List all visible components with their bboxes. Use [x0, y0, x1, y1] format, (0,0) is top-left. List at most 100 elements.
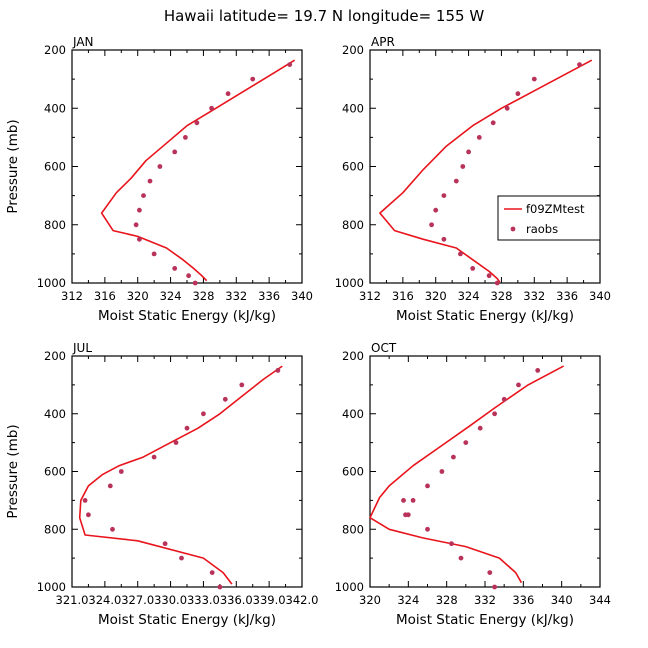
data-point — [458, 251, 463, 257]
plot-frame — [71, 49, 303, 284]
x-tick-label: 324 — [397, 593, 419, 607]
data-point — [275, 368, 281, 373]
x-tick-label: 328 — [192, 289, 214, 303]
x-tick-label: 336.0 — [220, 593, 253, 607]
x-tick-label: 316 — [94, 289, 116, 303]
data-point — [492, 584, 497, 590]
data-point — [151, 454, 157, 460]
data-point — [492, 411, 497, 417]
x-tick-label: 330.0 — [154, 593, 187, 607]
data-point — [429, 222, 434, 228]
data-point — [470, 266, 476, 271]
data-point — [439, 469, 445, 474]
data-point — [287, 62, 293, 67]
data-point — [222, 396, 228, 402]
data-point — [410, 498, 416, 503]
x-tick-label: 332 — [225, 289, 247, 303]
data-point — [451, 454, 456, 460]
panel-apr: APR 312 316 320 324 328 332 336 340 200 400 600 800 1… — [335, 35, 611, 324]
data-point — [441, 193, 447, 199]
x-tick-label: 327.0 — [121, 593, 154, 607]
x-axis-label: Moist Static Energy (kJ/kg) — [396, 308, 574, 324]
y-tick-label: 1000 — [335, 276, 364, 290]
y-tick-label: 600 — [44, 160, 66, 174]
data-point — [476, 135, 482, 140]
x-tick-label: 340 — [551, 593, 573, 607]
y-tick-label: 800 — [342, 218, 364, 232]
data-point — [151, 251, 157, 257]
y-axis-label: Pressure (mb) — [5, 119, 21, 213]
data-point — [201, 411, 206, 417]
data-point — [184, 425, 190, 431]
data-point — [110, 526, 115, 532]
x-tick-label: 320 — [425, 289, 447, 303]
y-tick-label: 1000 — [37, 276, 66, 290]
data-point — [183, 135, 188, 140]
x-tick-label: 328 — [436, 593, 458, 607]
x-tick-label: 328 — [490, 289, 512, 303]
data-point — [577, 62, 582, 67]
legend-box — [497, 195, 601, 241]
y-tick-label: 800 — [44, 218, 66, 232]
panel-title: APR — [371, 35, 395, 49]
x-tick-label: 320 — [359, 593, 381, 607]
series-line-f09zmtest — [100, 59, 296, 282]
data-point — [504, 105, 510, 111]
data-point — [490, 120, 496, 126]
data-point — [209, 570, 215, 575]
x-tick-label: 312 — [359, 289, 381, 303]
x-axis-label: Moist Static Energy (kJ/kg) — [396, 612, 574, 628]
x-tick-label: 342.0 — [286, 593, 319, 607]
data-point — [433, 207, 439, 213]
legend-label: f09ZMtest — [526, 202, 585, 216]
data-point — [172, 149, 178, 155]
x-tick-label: 344 — [589, 593, 611, 607]
data-point — [141, 193, 146, 199]
y-tick-label: 200 — [44, 43, 66, 57]
data-point — [107, 483, 113, 489]
data-point — [401, 498, 406, 503]
data-point — [516, 382, 521, 388]
x-tick-label: 324 — [458, 289, 480, 303]
y-tick-label: 200 — [44, 349, 66, 363]
data-point — [425, 483, 430, 489]
y-tick-label: 400 — [342, 407, 364, 421]
y-tick-label: 600 — [342, 465, 364, 479]
panel-oct: OCT 320 324 328 332 336 340 344 200 400 600 800 1000… — [335, 341, 611, 628]
data-point — [463, 440, 469, 445]
series-line-f09zmtest — [78, 365, 283, 585]
figure-title: Hawaii latitude= 19.7 N longitude= 155 W — [164, 7, 484, 25]
x-axis-label: Moist Static Energy (kJ/kg) — [98, 308, 276, 324]
x-tick-label: 333.0 — [187, 593, 220, 607]
data-point — [225, 91, 231, 97]
data-point — [192, 280, 198, 286]
y-tick-label: 1000 — [335, 580, 364, 594]
x-tick-label: 320 — [127, 289, 149, 303]
data-point — [172, 266, 178, 271]
x-tick-label: 340 — [291, 289, 313, 303]
data-point — [477, 425, 483, 431]
x-tick-label: 324.0 — [88, 593, 121, 607]
panel-title: OCT — [371, 341, 397, 355]
legend-label: raobs — [526, 222, 558, 236]
x-tick-label: 339.0 — [253, 593, 286, 607]
y-tick-label: 400 — [342, 101, 364, 115]
data-point — [137, 207, 142, 213]
plot-frame — [369, 49, 601, 284]
data-point — [466, 149, 471, 155]
legend: f09ZMtest raobs — [497, 195, 601, 241]
x-tick-label: 316 — [392, 289, 414, 303]
y-tick-label: 200 — [342, 43, 364, 57]
panel-title: JUL — [72, 341, 92, 355]
series-line-f09zmtest — [379, 59, 593, 283]
x-tick-label: 340 — [589, 289, 611, 303]
data-point — [487, 570, 493, 575]
x-tick-label: 336 — [512, 593, 534, 607]
data-point — [460, 164, 466, 169]
y-tick-label: 800 — [342, 522, 364, 536]
data-point — [531, 76, 537, 82]
data-point — [535, 368, 541, 373]
data-point — [217, 584, 223, 590]
x-tick-label: 336 — [556, 289, 578, 303]
